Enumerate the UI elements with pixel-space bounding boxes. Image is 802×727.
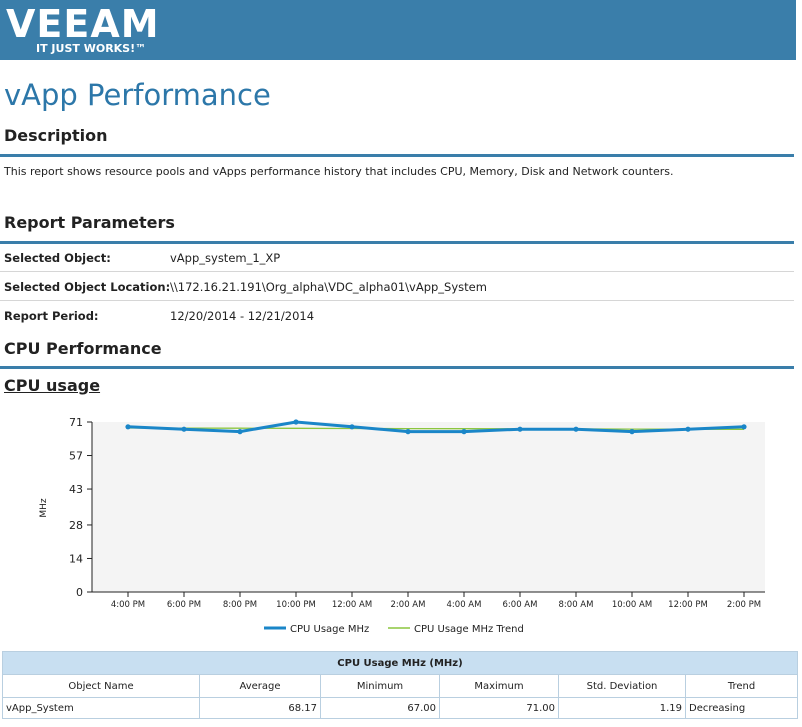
x-tick-label: 6:00 PM xyxy=(167,600,201,610)
x-tick-label: 10:00 PM xyxy=(276,600,316,610)
param-value-selected-object: vApp_system_1_XP xyxy=(170,251,281,265)
cpu-usage-table: CPU Usage MHz (MHz) Object Name Average … xyxy=(2,651,798,719)
param-label-report-period: Report Period: xyxy=(4,309,99,323)
description-rule xyxy=(0,154,794,157)
data-point xyxy=(573,426,579,432)
data-point xyxy=(125,424,131,430)
cell-object-name: vApp_System xyxy=(2,697,200,719)
col-header-minimum: Minimum xyxy=(320,674,440,698)
col-header-object-name: Object Name xyxy=(2,674,200,698)
series-line-cpu-usage-trend xyxy=(127,427,745,430)
data-point xyxy=(405,429,411,435)
y-axis: 0 14 28 43 57 71 xyxy=(69,416,93,599)
param-value-report-period: 12/20/2014 - 12/21/2014 xyxy=(170,309,315,323)
cpu-performance-rule xyxy=(0,366,794,369)
legend-label-cpu-usage: CPU Usage MHz xyxy=(290,624,369,635)
data-point xyxy=(629,429,635,435)
series-line-cpu-usage xyxy=(127,420,745,434)
description-text: This report shows resource pools and vAp… xyxy=(4,165,674,178)
series-points xyxy=(125,419,747,435)
data-point xyxy=(237,429,243,435)
data-point xyxy=(293,419,299,425)
x-axis: 4:00 PM 6:00 PM 8:00 PM 10:00 PM 12:00 AM 2:0… xyxy=(92,591,765,610)
cpu-usage-chart: 0 14 28 43 57 71 4:00 PM 6:00 PM 8:00 PM 10:00 P… xyxy=(39,416,765,635)
y-axis-label: MHz xyxy=(39,498,49,518)
description-heading: Description xyxy=(4,126,108,145)
y-tick-label: 43 xyxy=(69,483,83,496)
y-tick-label: 57 xyxy=(69,450,83,463)
col-header-trend: Trend xyxy=(685,674,798,698)
x-tick-label: 12:00 PM xyxy=(668,600,708,610)
y-tick-label: 71 xyxy=(69,416,83,429)
parameters-rule xyxy=(0,241,794,244)
cell-minimum: 67.00 xyxy=(320,697,440,719)
x-tick-label: 8:00 PM xyxy=(223,600,257,610)
cpu-usage-heading: CPU usage xyxy=(4,376,101,395)
table-row: vApp_System 68.17 67.00 71.00 1.19 Decre… xyxy=(2,697,798,719)
veeam-logo: VEEAM IT JUST WORKS!™ xyxy=(6,2,166,58)
param-value-object-location: \\172.16.21.191\Org_alpha\VDC_alpha01\vA… xyxy=(170,280,487,294)
series-lines xyxy=(127,420,745,434)
cell-trend: Decreasing xyxy=(685,697,798,719)
logo-tagline: IT JUST WORKS!™ xyxy=(36,42,147,55)
data-point xyxy=(685,426,691,432)
y-tick-label: 28 xyxy=(69,519,83,532)
col-header-maximum: Maximum xyxy=(439,674,559,698)
plot-area xyxy=(92,422,765,592)
data-point xyxy=(461,429,467,435)
x-tick-label: 2:00 AM xyxy=(391,600,426,610)
col-header-average: Average xyxy=(199,674,321,698)
table-header-row: Object Name Average Minimum Maximum Std.… xyxy=(2,674,798,698)
cell-std-deviation: 1.19 xyxy=(558,697,686,719)
x-tick-label: 6:00 AM xyxy=(503,600,538,610)
x-tick-label: 4:00 AM xyxy=(447,600,482,610)
x-tick-label: 10:00 AM xyxy=(612,600,652,610)
logo-wordmark: VEEAM xyxy=(6,2,160,46)
data-point xyxy=(517,426,523,432)
x-tick-label: 4:00 PM xyxy=(111,600,145,610)
param-divider xyxy=(0,271,794,272)
report-parameters-heading: Report Parameters xyxy=(4,213,175,232)
cell-average: 68.17 xyxy=(199,697,321,719)
x-tick-label: 8:00 AM xyxy=(559,600,594,610)
data-point xyxy=(181,426,187,432)
param-divider xyxy=(0,300,794,301)
table-caption: CPU Usage MHz (MHz) xyxy=(2,651,798,675)
cpu-performance-heading: CPU Performance xyxy=(4,339,162,358)
x-tick-label: 2:00 PM xyxy=(727,600,761,610)
y-tick-label: 14 xyxy=(69,552,83,565)
col-header-std-deviation: Std. Deviation xyxy=(558,674,686,698)
param-label-object-location: Selected Object Location: xyxy=(4,280,171,294)
x-tick-label: 12:00 AM xyxy=(332,600,372,610)
page-title: vApp Performance xyxy=(4,78,271,112)
param-label-selected-object: Selected Object: xyxy=(4,251,111,265)
header-banner: VEEAM IT JUST WORKS!™ xyxy=(0,0,796,60)
cell-maximum: 71.00 xyxy=(439,697,559,719)
chart-legend: CPU Usage MHz CPU Usage MHz Trend xyxy=(264,624,524,635)
data-point xyxy=(349,424,355,430)
y-tick-label: 0 xyxy=(76,586,83,599)
legend-label-cpu-usage-trend: CPU Usage MHz Trend xyxy=(414,624,524,635)
data-point xyxy=(741,424,747,430)
